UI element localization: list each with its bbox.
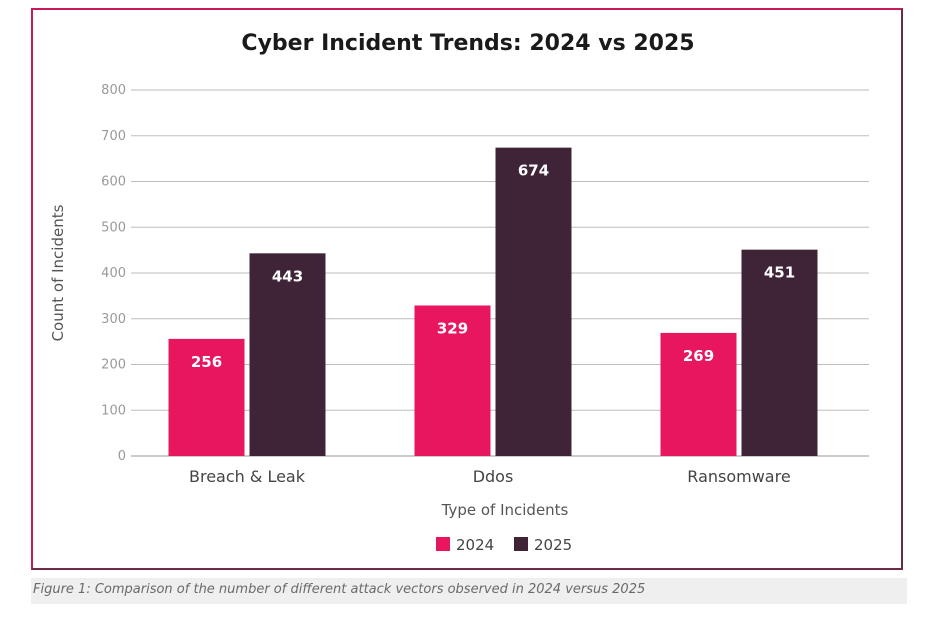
bar-2025: [495, 147, 572, 456]
labels-layer: 0 100 200 300 400 500 600 700 800 256 443 Breach & …: [101, 83, 795, 486]
bar-value-label: 443: [272, 267, 303, 285]
x-axis-title: Type of Incidents: [441, 501, 569, 519]
y-tick-label: 200: [101, 358, 126, 373]
x-tick-label: Breach & Leak: [189, 467, 306, 486]
bar-value-label: 329: [437, 319, 468, 337]
legend-label-2024: 2024: [456, 536, 494, 554]
legend-swatch-2024: [436, 537, 450, 551]
y-tick-label: 100: [101, 403, 126, 418]
legend: 2024 2025: [436, 536, 572, 554]
y-axis-title: Count of Incidents: [49, 204, 67, 341]
bars-layer: [168, 147, 818, 456]
y-tick-label: 700: [101, 129, 126, 144]
y-tick-label: 500: [101, 220, 126, 235]
y-tick-label: 800: [101, 83, 126, 98]
bar-2024: [660, 332, 737, 456]
bar-value-label: 451: [764, 264, 795, 282]
x-tick-label: Ransomware: [687, 467, 790, 486]
bar-2025: [741, 249, 818, 456]
bar-value-label: 256: [191, 353, 222, 371]
legend-swatch-2025: [514, 537, 528, 551]
chart-canvas: Cyber Incident Trends: 2024 vs 2025 0 100…: [49, 31, 869, 554]
bar-2024: [168, 338, 245, 456]
legend-label-2025: 2025: [534, 536, 572, 554]
y-tick-label: 400: [101, 266, 126, 281]
x-tick-label: Ddos: [473, 467, 514, 486]
bar-2025: [249, 253, 326, 456]
figure-caption: Figure 1: Comparison of the number of di…: [33, 582, 646, 597]
y-tick-label: 600: [101, 175, 126, 190]
bar-value-label: 674: [518, 162, 549, 180]
y-tick-label: 0: [118, 449, 126, 464]
chart-title: Cyber Incident Trends: 2024 vs 2025: [241, 31, 694, 56]
bar-value-label: 269: [683, 347, 714, 365]
y-tick-label: 300: [101, 312, 126, 327]
bar-2024: [414, 305, 491, 456]
caption-bar: Figure 1: Comparison of the number of di…: [31, 578, 907, 604]
